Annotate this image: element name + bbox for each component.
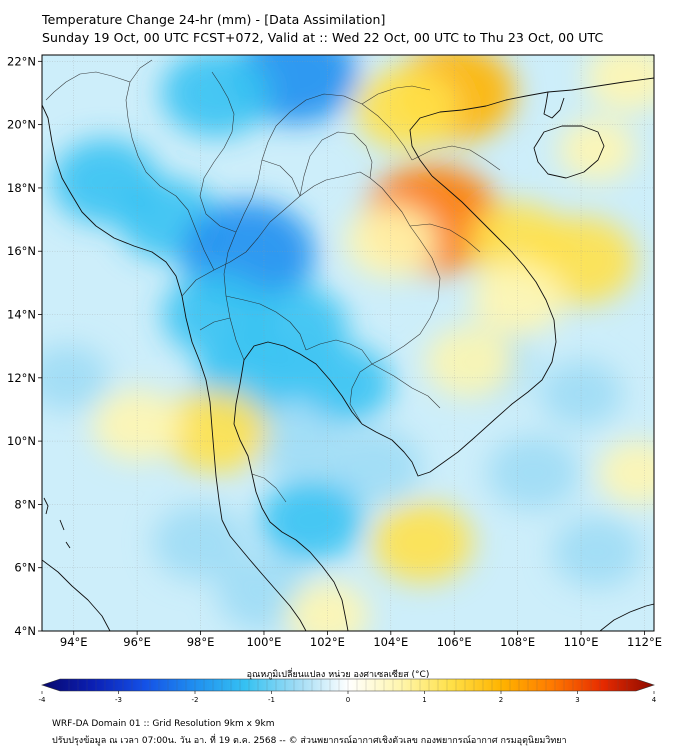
coast-peninsula-west [221, 519, 307, 631]
field-blob [285, 581, 369, 631]
field-blob [471, 261, 564, 336]
colorbar-tick-label: -4 [39, 696, 47, 704]
field-blob [585, 55, 654, 112]
field-blob [153, 504, 249, 581]
map-plot-area [42, 55, 654, 631]
colorbar-tick-label: -3 [115, 696, 122, 704]
temperature-field [42, 55, 654, 631]
lat-tick-label: 16°N [7, 244, 36, 258]
coast-upper-gulf [243, 341, 363, 425]
field-blob [344, 204, 437, 279]
field-blob [539, 360, 623, 427]
field-blob [487, 435, 580, 510]
coast-cambodia-vietnam [361, 175, 557, 477]
colorbar-tick-label: 0 [346, 696, 350, 704]
lon-tick-label: 108°E [500, 635, 535, 649]
coast-sumatra [42, 559, 111, 631]
field-blob [425, 326, 515, 398]
field-blob [162, 271, 270, 358]
field-blob [372, 501, 474, 583]
field-blob [164, 390, 269, 474]
lat-tick-label: 18°N [7, 181, 36, 195]
coast-tonkin-china [409, 77, 654, 177]
field-blob [327, 428, 423, 505]
latitude-ticks: 22°N 20°N 18°N 16°N 14°N 12°N 10°N 8°N 6°N 4°N [7, 54, 42, 638]
field-blob [259, 478, 364, 562]
map-gridlines [42, 55, 654, 631]
colorbar-tick-label: 3 [575, 696, 579, 704]
lat-tick-label: 12°N [7, 371, 36, 385]
coast-myanmar-west [42, 104, 223, 521]
footer-update-info: ปรับปรุงข้อมูล ณ เวลา 07:00น. วัน อา. ที… [52, 736, 567, 746]
coastlines-borders [42, 77, 654, 631]
colorbar-segments [68, 679, 628, 691]
lat-tick-label: 22°N [7, 54, 36, 68]
field-blob [558, 119, 636, 181]
map-title: Temperature Change 24-hr (mm) - [Data As… [42, 12, 386, 27]
field-blob [354, 67, 459, 151]
lat-tick-label: 10°N [7, 434, 36, 448]
lat-tick-label: 4°N [14, 624, 36, 638]
field-blob [294, 344, 393, 424]
field-blob [598, 440, 654, 505]
lon-tick-label: 98°E [187, 635, 215, 649]
lat-tick-label: 6°N [14, 561, 36, 575]
lon-tick-label: 102°E [310, 635, 345, 649]
coast-peninsula-east [233, 359, 349, 631]
longitude-ticks: 94°E 96°E 98°E 100°E 102°E 104°E 106°E 108°E 110… [60, 631, 662, 649]
lat-tick-label: 20°N [7, 118, 36, 132]
colorbar-tick-label: 4 [652, 696, 657, 704]
lon-tick-label: 104°E [373, 635, 408, 649]
footer-model-info: WRF-DA Domain 01 :: Grid Resolution 9km … [52, 719, 275, 729]
colorbar-label: อุณหภูมิเปลี่ยนแปลง หน่วย องศาเซลเซียส (… [246, 670, 430, 680]
lon-tick-label: 96°E [123, 635, 151, 649]
map-subtitle: Sunday 19 Oct, 00 UTC FCST+072, Valid at… [42, 30, 604, 45]
coast-hainan [533, 125, 605, 179]
colorbar-tick-label: 2 [499, 696, 503, 704]
colorbar: -4 -3 -2 -1 0 1 2 3 4 [39, 678, 657, 704]
admin-borders [45, 59, 501, 503]
lon-tick-label: 94°E [60, 635, 88, 649]
lon-tick-label: 110°E [564, 635, 599, 649]
andaman-islands [43, 497, 71, 549]
field-blob [552, 516, 642, 588]
colorbar-tick-label: -1 [268, 696, 275, 704]
colorbar-tick-label: -2 [192, 696, 199, 704]
field-blob [468, 202, 567, 281]
lon-tick-label: 106°E [437, 635, 472, 649]
coast-leizhou [543, 91, 565, 119]
lon-tick-label: 100°E [246, 635, 281, 649]
field-blob [161, 55, 272, 137]
coast-borneo [599, 603, 654, 631]
lon-tick-label: 112°E [627, 635, 662, 649]
field-blob [251, 405, 341, 477]
colorbar-tick-label: 1 [422, 696, 426, 704]
colorbar-ticks: -4 -3 -2 -1 0 1 2 3 4 [39, 691, 657, 704]
lat-tick-label: 14°N [7, 308, 36, 322]
lat-tick-label: 8°N [14, 497, 36, 511]
map-frame [41, 54, 655, 632]
